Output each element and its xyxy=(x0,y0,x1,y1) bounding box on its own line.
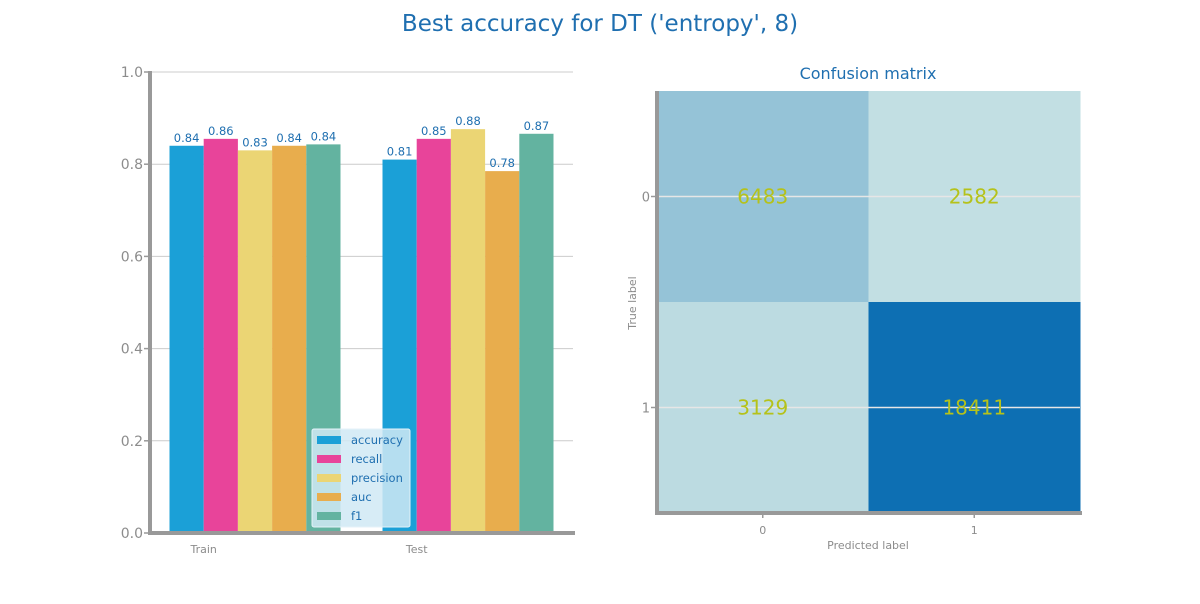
cm-x-tick-label: 0 xyxy=(759,524,766,537)
bar-x-tick-label: Test xyxy=(405,543,428,556)
cm-y-tick-label: 0 xyxy=(642,191,650,206)
bar-y-tick-label: 0.6 xyxy=(121,249,143,265)
bar-auc xyxy=(272,145,307,533)
bar-value-label: 0.78 xyxy=(489,156,515,170)
bar-value-label: 0.85 xyxy=(421,124,447,138)
cm-cell-label: 6483 xyxy=(737,185,788,209)
bar-y-tick-label: 1.0 xyxy=(121,65,143,81)
bar-value-label: 0.86 xyxy=(208,124,234,138)
bar-value-label: 0.84 xyxy=(276,131,302,145)
confusion-matrix-cell-labels: 6483 2582 3129 18411 xyxy=(737,185,1006,420)
cm-y-tick-label: 1 xyxy=(642,402,650,417)
cm-cell-label: 18411 xyxy=(942,396,1006,420)
legend-label-precision: precision xyxy=(351,471,403,485)
bar-axes xyxy=(144,71,575,535)
confusion-matrix-tick-labels: 0 1 0 1 xyxy=(642,191,978,538)
cm-cell-label: 3129 xyxy=(737,396,788,420)
bar-legend: accuracy recall precision auc f1 xyxy=(311,428,411,528)
confusion-matrix-y-axis-label: True label xyxy=(626,276,639,330)
bar-value-label: 0.83 xyxy=(242,135,268,149)
bar-value-label: 0.87 xyxy=(524,119,550,133)
legend-label-f1: f1 xyxy=(351,509,362,523)
bar-value-label: 0.81 xyxy=(387,145,413,159)
legend-label-accuracy: accuracy xyxy=(351,433,403,447)
cm-x-tick-label: 1 xyxy=(971,524,978,537)
bar-x-tick-labels: Train Test xyxy=(189,543,428,556)
bar-precision xyxy=(450,129,486,533)
bar-bars xyxy=(169,129,554,534)
confusion-matrix-title: Confusion matrix xyxy=(800,64,937,83)
legend-label-auc: auc xyxy=(351,490,372,504)
legend-swatch-precision xyxy=(317,474,341,482)
bar-x-tick-label: Train xyxy=(189,543,216,556)
legend-label-recall: recall xyxy=(351,452,382,466)
bar-value-label: 0.84 xyxy=(174,131,200,145)
figure-title: Best accuracy for DT ('entropy', 8) xyxy=(402,11,798,37)
bar-value-label: 0.88 xyxy=(455,114,481,128)
legend-swatch-accuracy xyxy=(317,436,341,444)
bar-recall xyxy=(203,138,238,533)
bar-auc xyxy=(485,171,520,534)
bar-precision xyxy=(237,150,273,533)
legend-swatch-f1 xyxy=(317,512,341,520)
confusion-matrix-gridlines xyxy=(657,195,1080,409)
legend-swatch-recall xyxy=(317,455,341,463)
legend-swatch-auc xyxy=(317,493,341,501)
bar-legend-box xyxy=(311,428,411,528)
confusion-matrix-x-axis-label: Predicted label xyxy=(827,539,909,552)
bar-value-label: 0.84 xyxy=(311,129,337,143)
bar-y-tick-label: 0.0 xyxy=(121,526,143,542)
confusion-matrix-axes xyxy=(651,91,1082,518)
bar-y-tick-labels: 0.0 0.2 0.4 0.6 0.8 1.0 xyxy=(121,65,143,542)
confusion-matrix-cells xyxy=(657,91,1081,514)
bar-y-tick-label: 0.2 xyxy=(121,434,143,450)
bar-recall xyxy=(416,138,451,533)
bar-y-tick-label: 0.8 xyxy=(121,157,143,173)
bar-chart: 0.84 0.81 0.86 0.85 0.83 0.88 0.84 0.78 0.84 0.87… xyxy=(121,65,575,556)
bar-accuracy xyxy=(169,145,204,533)
bar-f1 xyxy=(519,133,554,534)
bar-y-tick-label: 0.4 xyxy=(121,342,143,358)
bar-value-labels: 0.84 0.81 0.86 0.85 0.83 0.88 0.84 0.78 0.84 0.87 xyxy=(174,114,549,170)
cm-cell-label: 2582 xyxy=(949,185,1000,209)
